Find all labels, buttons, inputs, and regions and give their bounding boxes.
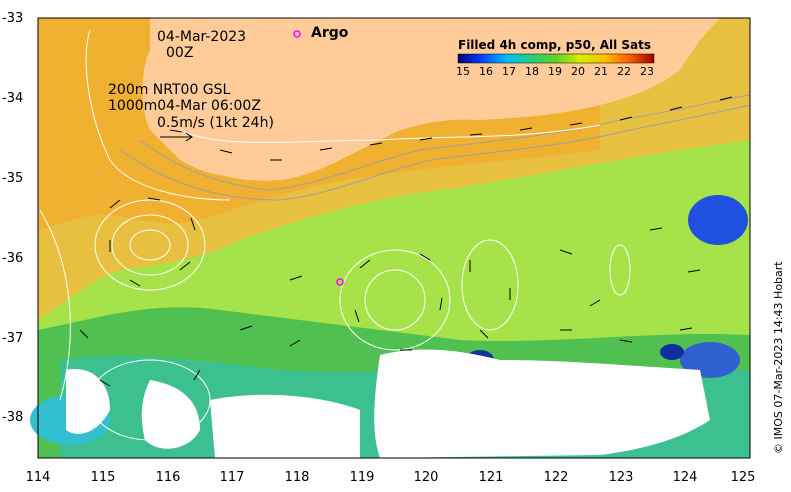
y-tick-label: -33 bbox=[2, 11, 24, 26]
colorbar-label: 20 bbox=[571, 65, 585, 78]
colorbar-label: 23 bbox=[640, 65, 654, 78]
x-tick-label: 118 bbox=[284, 470, 310, 485]
x-tick-label: 124 bbox=[672, 470, 698, 485]
x-tick-label: 117 bbox=[219, 470, 245, 485]
x-tick-label: 122 bbox=[543, 470, 569, 485]
x-tick-label: 125 bbox=[730, 470, 756, 485]
argo-legend-label: Argo bbox=[311, 25, 349, 41]
colorbar-title: Filled 4h comp, p50, All Sats bbox=[458, 38, 652, 52]
x-tick-label: 114 bbox=[25, 470, 51, 485]
x-tick-label: 115 bbox=[90, 470, 116, 485]
copyright-label: © IMOS 07-Mar-2023 14:43 Hobart bbox=[772, 261, 785, 454]
y-tick-label: -34 bbox=[2, 91, 24, 106]
y-tick-label: -38 bbox=[2, 410, 24, 425]
colorbar-label: 22 bbox=[617, 65, 631, 78]
scale-arrow bbox=[160, 132, 193, 142]
y-tick-label: -37 bbox=[2, 331, 24, 346]
x-tick-label: 120 bbox=[413, 470, 439, 485]
sea-level-contours bbox=[39, 29, 631, 441]
info-line-2: 1000m04-Mar 06:00Z bbox=[108, 98, 261, 114]
time-label: 00Z bbox=[166, 45, 194, 61]
x-tick-label: 123 bbox=[608, 470, 634, 485]
isobath-lines bbox=[119, 94, 751, 201]
colorbar bbox=[457, 53, 655, 64]
info-line-1: 200m NRT00 GSL bbox=[108, 82, 231, 98]
colorbar-label: 16 bbox=[479, 65, 493, 78]
colorbar-label: 15 bbox=[456, 65, 470, 78]
date-label: 04-Mar-2023 bbox=[157, 29, 247, 45]
map-frame bbox=[37, 17, 751, 459]
argo-float-marker bbox=[336, 278, 344, 286]
current-arrows bbox=[79, 96, 733, 387]
x-tick-label: 119 bbox=[349, 470, 375, 485]
colorbar-label: 21 bbox=[594, 65, 608, 78]
colorbar-label: 18 bbox=[525, 65, 539, 78]
argo-legend-marker bbox=[293, 30, 301, 38]
scale-label: 0.5m/s (1kt 24h) bbox=[157, 115, 274, 131]
colorbar-label: 17 bbox=[502, 65, 516, 78]
y-tick-label: -35 bbox=[2, 171, 24, 186]
colorbar-label: 19 bbox=[548, 65, 562, 78]
y-tick-label: -36 bbox=[2, 251, 24, 266]
x-tick-label: 121 bbox=[478, 470, 504, 485]
x-tick-label: 116 bbox=[155, 470, 181, 485]
